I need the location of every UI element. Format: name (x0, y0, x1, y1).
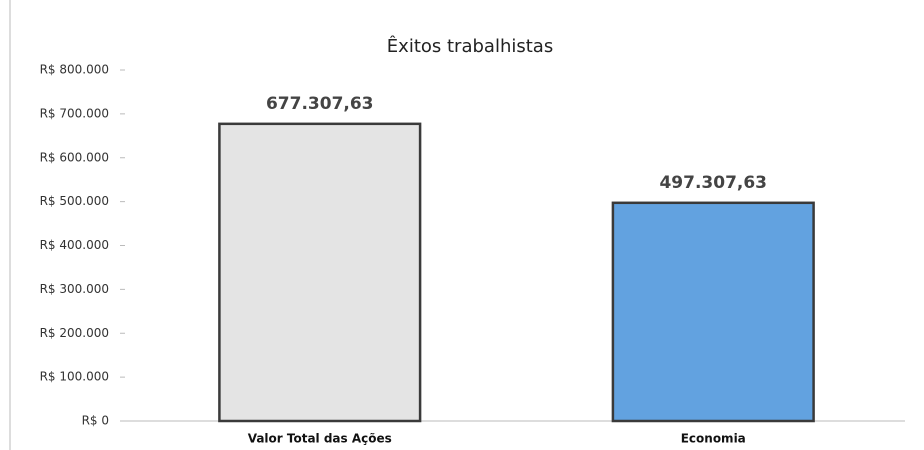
chart-title: Êxitos trabalhistas (387, 35, 553, 57)
bar (218, 122, 422, 423)
bar (611, 201, 815, 423)
y-tick-label: R$ 400.000 (40, 238, 109, 252)
y-tick-label: R$ 800.000 (40, 63, 109, 77)
y-tick-label: R$ 700.000 (40, 106, 109, 120)
x-tick-label: Economia (681, 432, 746, 446)
value-label: 677.307,63 (266, 94, 374, 114)
y-tick-label: R$ 200.000 (40, 326, 109, 340)
y-tick-label: R$ 0 (82, 414, 109, 428)
y-tick-label: R$ 600.000 (40, 150, 109, 164)
x-tick-label: Valor Total das Ações (248, 432, 392, 446)
y-tick-label: R$ 500.000 (40, 194, 109, 208)
y-tick-label: R$ 100.000 (40, 370, 109, 384)
y-tick-label: R$ 300.000 (40, 282, 109, 296)
value-label: 497.307,63 (659, 173, 767, 193)
